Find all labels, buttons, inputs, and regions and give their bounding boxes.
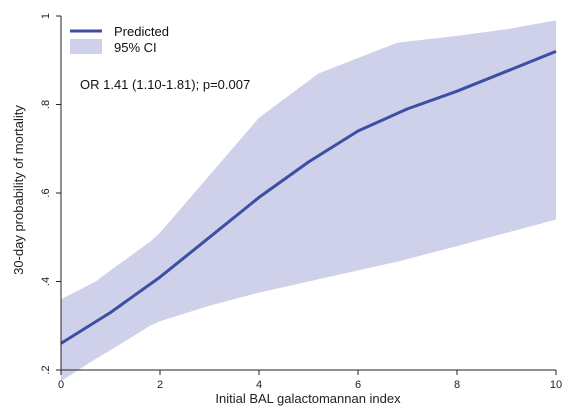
x-ticks: 0 2 4 6 8 10 [58,370,562,391]
legend-ci-swatch [70,39,102,54]
x-tick-label: 4 [256,379,262,391]
x-tick-label: 10 [550,379,562,391]
x-tick-label: 8 [454,379,460,391]
y-tick-label: .4 [40,277,52,286]
y-tick-label: .6 [40,188,52,197]
y-ticks: .2 .4 .6 .8 1 [40,13,61,375]
legend-predicted-label: Predicted [114,24,169,39]
y-tick-label: 1 [40,13,52,19]
x-tick-label: 0 [58,379,64,391]
legend-ci-label: 95% CI [114,40,157,55]
y-tick-label: .2 [40,365,52,374]
odds-ratio-annotation: OR 1.41 (1.10-1.81); p=0.007 [80,77,250,92]
x-tick-label: 2 [157,379,163,391]
ci-band [61,20,556,382]
y-axis-title: 30-day probability of mortality [11,105,26,275]
x-axis-title: Initial BAL galactomannan index [215,391,401,406]
legend: Predicted 95% CI [70,24,169,55]
x-tick-label: 6 [355,379,361,391]
predicted-line [60,50,557,345]
y-tick-label: .8 [40,100,52,109]
